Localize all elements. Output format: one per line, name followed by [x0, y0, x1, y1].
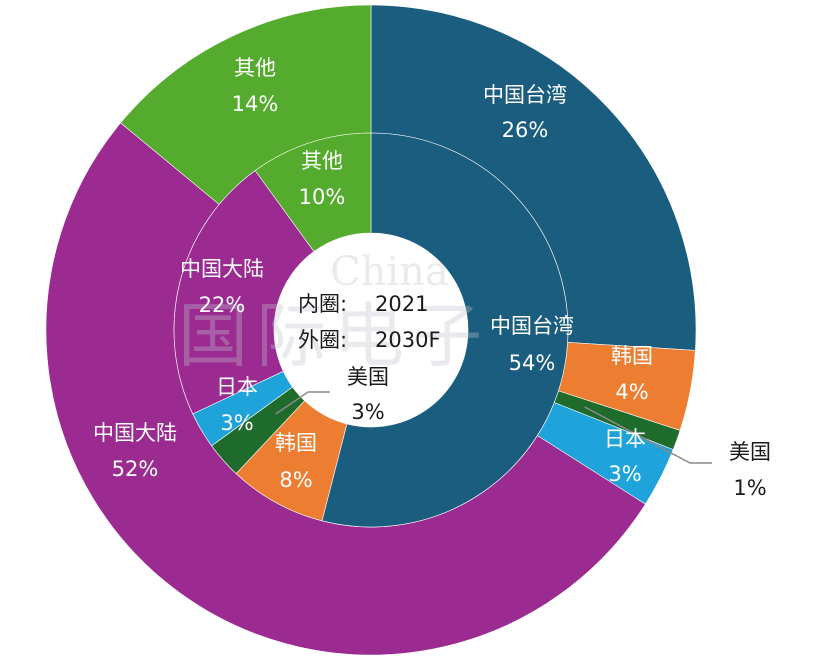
callout-lines	[275, 391, 712, 464]
inner-ring-label-3-value: 3%	[220, 411, 253, 435]
inner-ring-label-5-value: 10%	[299, 185, 346, 209]
outer-ring-2030f	[45, 4, 697, 656]
center-hole	[274, 233, 468, 427]
outer-ring-label-1-value: 4%	[615, 380, 648, 404]
slice-labels: 中国台湾 26% 韩国 4% 日本 3% 中国大陆 52% 其他 14% 中国台湾 54% 韩国 8% 日本…	[93, 56, 771, 500]
outer-ring-label-2-value: 1%	[733, 476, 766, 500]
inner-ring-label-1-value: 8%	[279, 468, 312, 492]
outer-ring-label-1-name: 韩国	[611, 344, 653, 368]
center-label-outer-value: 2030F	[375, 328, 441, 352]
outer-ring-label-5-name: 其他	[234, 56, 276, 80]
outer-ring-label-2-name: 美国	[729, 440, 771, 464]
inner-ring-label-2-name: 美国	[347, 365, 389, 389]
outer-ring-label-5-value: 14%	[232, 92, 279, 116]
outer-ring-label-0-name: 中国台湾	[483, 83, 567, 107]
outer-ring-label-3-name: 日本	[604, 427, 646, 451]
outer-ring-label-3-value: 3%	[608, 462, 641, 486]
outer-us-callout-line	[584, 406, 712, 464]
inner-ring-label-0-name: 中国台湾	[490, 314, 574, 338]
inner-ring-label-4-name: 中国大陆	[180, 257, 264, 281]
inner-us-callout-line	[275, 391, 330, 415]
center-label-outer-key: 外圈:	[298, 328, 347, 352]
watermark-line2: 国际电子	[178, 295, 490, 377]
watermark: China 国际电子	[178, 249, 490, 377]
watermark-line1: China	[330, 249, 449, 295]
center-label-inner-key: 内圈:	[298, 292, 347, 316]
center-labels: 内圈: 2021 外圈: 2030F	[298, 292, 441, 352]
center-label-inner-value: 2021	[375, 292, 428, 316]
inner-ring-label-3-name: 日本	[216, 375, 258, 399]
outer-ring-label-0-value: 26%	[502, 118, 549, 142]
inner-ring-label-0-value: 54%	[509, 351, 556, 375]
inner-ring-label-1-name: 韩国	[275, 431, 317, 455]
inner-ring-label-2-value: 3%	[351, 400, 384, 424]
inner-ring-label-4-value: 22%	[199, 293, 246, 317]
outer-ring-label-4-value: 52%	[112, 457, 159, 481]
inner-ring-label-5-name: 其他	[301, 149, 343, 173]
outer-ring-label-4-name: 中国大陆	[93, 421, 177, 445]
